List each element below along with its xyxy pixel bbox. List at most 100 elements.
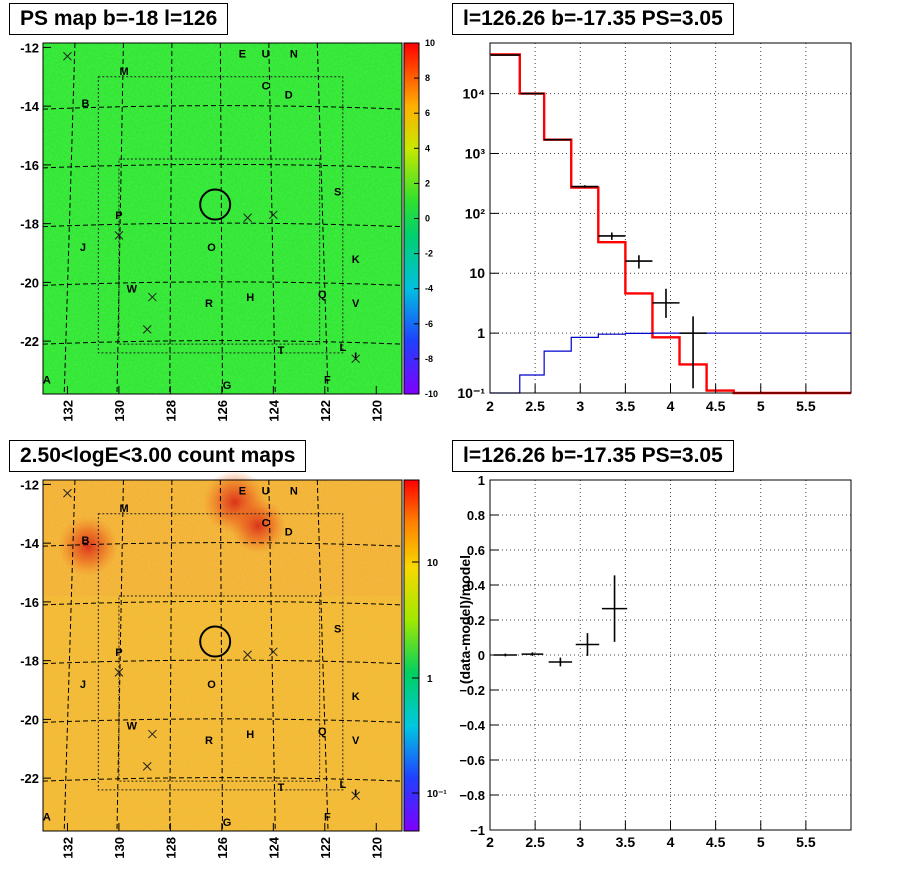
- roi-inner-box: [118, 158, 321, 345]
- source-label: V: [352, 298, 360, 310]
- graticule-meridian: [63, 479, 76, 832]
- source-label: H: [246, 292, 254, 304]
- residual-plot: 2 2.5 3 3.5 4 4.5 5 5.5 1 0.8 0.6 0.4 0.2 0 −0.2 −0.4 −0…: [457, 473, 852, 850]
- source-label: W: [127, 720, 138, 732]
- scale-tick-label: -10: [425, 389, 438, 399]
- x-tick-label: 3.5: [616, 398, 636, 414]
- scale-tick-label: 1: [427, 674, 433, 685]
- data-point: [520, 92, 545, 95]
- source-label: P: [115, 210, 122, 222]
- x-tick-label: 2.5: [525, 398, 545, 414]
- y-tick-label: -16: [20, 595, 39, 610]
- source-label: P: [115, 647, 122, 659]
- spectrum-plot: 2 2.5 3 3.5 4 4.5 5 5.5 10⁻¹ 1 10 10² 10³ 10⁴: [457, 42, 852, 414]
- x-tick-label: 130: [112, 400, 127, 422]
- x-tick-label: 5: [757, 398, 765, 414]
- y-tick-label: -16: [20, 158, 39, 173]
- residual-point: [521, 652, 544, 656]
- source-cross: [142, 762, 152, 771]
- map-frame: [42, 42, 403, 395]
- x-tick-label: 3: [576, 398, 584, 414]
- source-label: O: [207, 242, 216, 254]
- source-label: L: [339, 342, 346, 354]
- y-tick-label: −0.2: [459, 683, 485, 698]
- scale-tick-label: 8: [425, 73, 430, 83]
- graticule-parallel: [42, 777, 403, 782]
- source-label: A: [43, 811, 51, 823]
- source-label: A: [43, 374, 51, 386]
- source-label: D: [285, 89, 293, 101]
- source-label: J: [80, 679, 86, 691]
- x-tick-label: 120: [369, 400, 384, 422]
- y-tick-label: 0.6: [467, 543, 485, 558]
- source-label: V: [352, 735, 360, 747]
- source-cross: [243, 213, 252, 223]
- source-label: L: [339, 779, 346, 791]
- y-tick-label: 10: [469, 265, 485, 281]
- source-label: N: [290, 485, 298, 497]
- source-label: M: [119, 503, 128, 515]
- scale-tick-label: 0: [425, 214, 430, 224]
- source-label: Q: [318, 726, 327, 738]
- source-label: G: [223, 817, 232, 829]
- source-cross: [268, 210, 278, 220]
- y-tick-label: 1: [478, 473, 485, 488]
- graticule-meridian: [268, 479, 276, 832]
- y-tick-label: -12: [20, 40, 39, 55]
- y-tick-label: −0.6: [459, 753, 485, 768]
- y-tick-label: -14: [20, 99, 40, 114]
- graticule-meridian: [219, 42, 223, 395]
- x-tick-label: 3.5: [616, 834, 636, 850]
- data-point: [490, 54, 520, 56]
- data-point: [598, 232, 626, 240]
- x-tick-label: 5.5: [796, 398, 816, 414]
- x-tick-label: 4.5: [706, 398, 726, 414]
- y-tick-label: 10³: [465, 145, 486, 161]
- ps-map-title: PS map b=-18 l=126: [9, 3, 229, 35]
- x-tick-label: 126: [215, 837, 230, 859]
- source-label: W: [127, 283, 138, 295]
- scale-tick-label: 10⁻¹: [427, 789, 447, 800]
- bright-source-blob: [229, 497, 286, 554]
- graticule-meridian: [169, 479, 173, 832]
- data-point: [571, 185, 599, 189]
- source-label: D: [285, 526, 293, 538]
- graticule-meridian: [116, 479, 124, 832]
- scale-tick-label: -8: [425, 354, 433, 364]
- y-tick-label: 10²: [465, 205, 486, 221]
- scale-tick-label: 10: [427, 558, 439, 569]
- x-tick-label: 122: [318, 400, 333, 422]
- scale-tick-label: 10: [425, 38, 435, 48]
- step-series-model: [490, 53, 851, 395]
- source-cross: [243, 650, 252, 660]
- source-label: J: [80, 242, 86, 254]
- source-cross: [114, 668, 124, 677]
- graticule-parallel: [42, 340, 403, 345]
- residual-title: l=126.26 b=-17.35 PS=3.05: [452, 440, 734, 472]
- y-tick-label: -18: [20, 217, 39, 232]
- source-label: F: [324, 374, 331, 386]
- graticule-meridian: [316, 479, 329, 832]
- y-tick-label: −1: [470, 823, 485, 838]
- source-label: R: [205, 298, 213, 310]
- graticule-meridian: [116, 42, 124, 395]
- target-circle: [199, 625, 232, 658]
- spectrum-title: l=126.26 b=-17.35 PS=3.05: [452, 3, 734, 35]
- x-tick-label: 5.5: [796, 834, 816, 850]
- x-tick-label: 126: [215, 400, 230, 422]
- y-tick-label: 0.4: [467, 578, 486, 593]
- x-tick-label: 124: [266, 836, 281, 858]
- residual-point: [601, 575, 628, 642]
- y-tick-label: 0: [478, 648, 485, 663]
- source-cross: [142, 325, 152, 334]
- scale-tick-label: 6: [425, 108, 430, 118]
- x-tick-label: 128: [163, 837, 178, 859]
- source-cross: [351, 791, 361, 801]
- data-point: [679, 316, 707, 389]
- source-cross: [148, 729, 157, 739]
- y-tick-label: -12: [20, 477, 39, 492]
- source-label: F: [324, 811, 331, 823]
- source-cross: [63, 488, 72, 498]
- y-tick-label: -18: [20, 654, 39, 669]
- residual-point: [575, 633, 600, 656]
